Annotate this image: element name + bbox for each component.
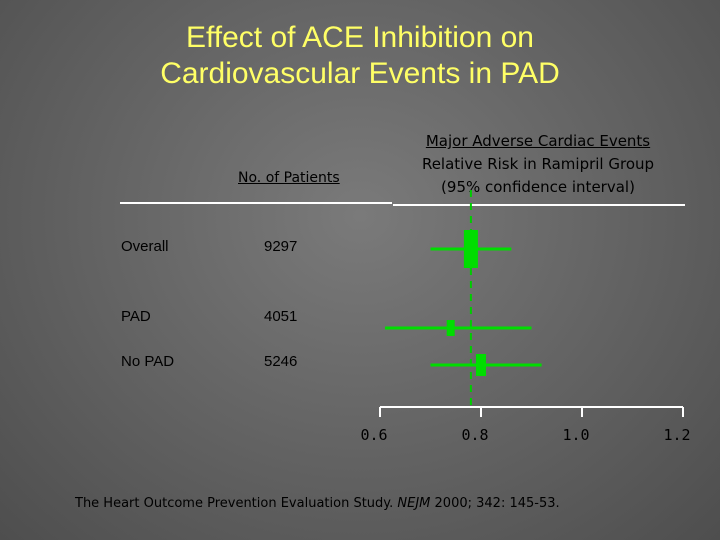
row-label-pad: PAD (121, 308, 151, 325)
citation-suffix: 2000; 342: 145-53. (430, 496, 560, 511)
x-tick-label-2: 1.0 (562, 426, 589, 444)
effect-header-line-2: Relative Risk in Ramipril Group (421, 155, 655, 173)
header-rule-right (393, 204, 685, 206)
point-estimate-0 (463, 230, 478, 268)
row-label-overall: Overall (121, 238, 169, 255)
row-n-overall: 9297 (264, 238, 298, 255)
header-rule-left (120, 202, 392, 204)
row-n-no-pad: 5246 (264, 353, 298, 370)
title-line-2: Cardiovascular Events in PAD (160, 57, 560, 90)
effect-header-line-3: (95% confidence interval) (441, 178, 635, 196)
x-tick-label-0: 0.6 (360, 426, 387, 444)
citation-prefix: The Heart Outcome Prevention Evaluation … (75, 496, 398, 511)
x-tick-label-1: 0.8 (461, 426, 488, 444)
point-estimate-2 (476, 354, 486, 376)
citation-journal: NEJM (397, 496, 431, 511)
patients-column-header: No. of Patients (238, 170, 340, 186)
row-label-no-pad: No PAD (121, 353, 175, 370)
row-n-pad: 4051 (264, 308, 298, 325)
chart-title: Effect of ACE Inhibition on Cardiovascul… (0, 20, 720, 92)
citation: The Heart Outcome Prevention Evaluation … (75, 496, 560, 511)
point-estimate-1 (446, 320, 455, 336)
effect-column-header: Major Adverse Cardiac Events Relative Ri… (388, 130, 688, 199)
x-tick-label-3: 1.2 (663, 426, 690, 444)
title-line-1: Effect of ACE Inhibition on (185, 21, 534, 54)
effect-header-line-1: Major Adverse Cardiac Events (425, 132, 651, 150)
